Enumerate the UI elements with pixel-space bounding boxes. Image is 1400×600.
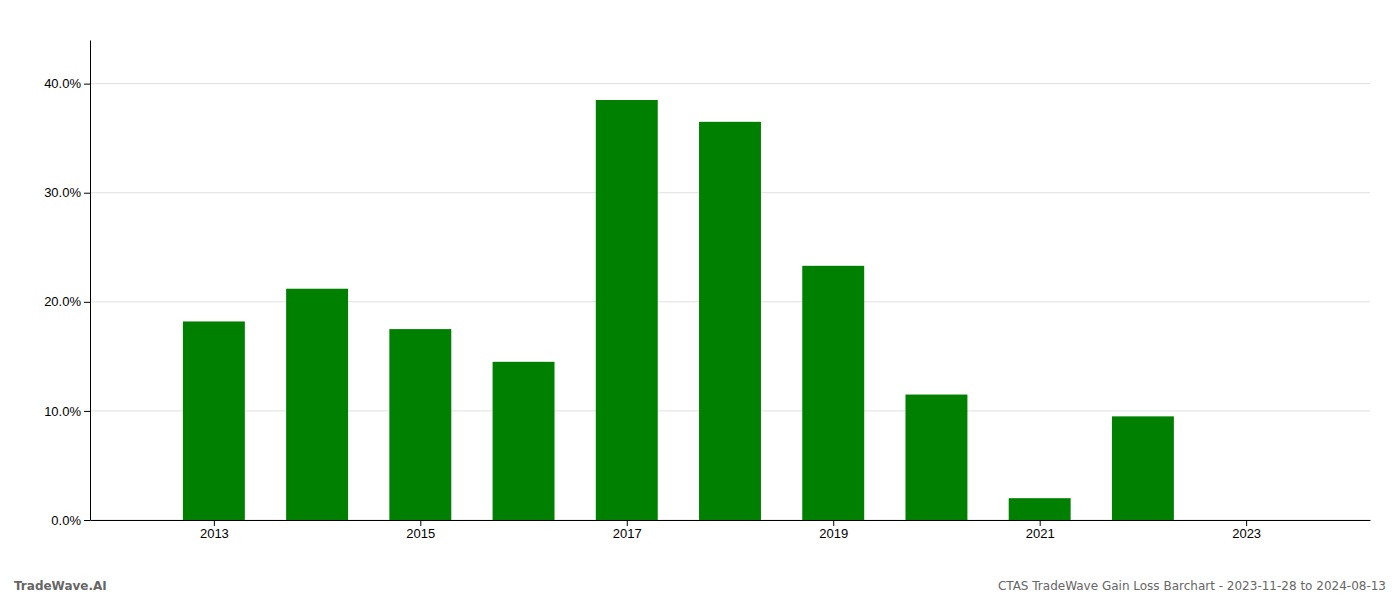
tick-label: 30.0% xyxy=(44,185,81,200)
tick-mark xyxy=(420,520,421,526)
tick: 20.0% xyxy=(44,294,90,309)
bar xyxy=(493,362,555,520)
tick: 2021 xyxy=(1026,520,1055,541)
tick-label: 20.0% xyxy=(44,294,81,309)
tick-label: 0.0% xyxy=(51,513,81,528)
y-axis: 0.0% 10.0% 20.0% 30.0% 40.0% xyxy=(44,41,90,528)
plot-area: 0.0% 10.0% 20.0% 30.0% 40.0% 2013 2015 2017 2019… xyxy=(44,41,1370,542)
tick-label: 40.0% xyxy=(44,76,81,91)
tick-mark xyxy=(84,520,90,521)
tick-label: 10.0% xyxy=(44,404,81,419)
annotation: TradeWave.AI xyxy=(14,579,107,593)
annotations: TradeWave.AI CTAS TradeWave Gain Loss Bar… xyxy=(14,579,1386,593)
tick-mark xyxy=(84,84,90,85)
tick-label: 2021 xyxy=(1026,526,1055,541)
x-axis: 2013 2015 2017 2019 2021 2023 xyxy=(91,520,1371,541)
tick: 0.0% xyxy=(51,513,90,528)
bars xyxy=(183,100,1174,520)
tick-mark xyxy=(84,193,90,194)
tick: 2017 xyxy=(613,520,642,541)
tick-label: 2023 xyxy=(1232,526,1261,541)
tick-mark xyxy=(84,302,90,303)
tick-mark xyxy=(214,520,215,526)
bar xyxy=(905,395,967,520)
chart: 0.0% 10.0% 20.0% 30.0% 40.0% 2013 2015 2017 2019… xyxy=(0,0,1400,600)
tick-mark xyxy=(1040,520,1041,526)
grid-line xyxy=(90,83,1370,84)
tick-label: 2015 xyxy=(406,526,435,541)
annotation: CTAS TradeWave Gain Loss Barchart - 2023… xyxy=(998,579,1386,593)
tick-mark xyxy=(84,411,90,412)
grid xyxy=(90,84,1370,520)
bar xyxy=(183,321,245,520)
tick: 2015 xyxy=(406,520,435,541)
bar xyxy=(802,266,864,520)
tick-mark xyxy=(833,520,834,526)
tick-label: 2013 xyxy=(200,526,229,541)
tick: 2023 xyxy=(1232,520,1261,541)
bar xyxy=(596,100,658,520)
tick: 2013 xyxy=(200,520,229,541)
bar xyxy=(286,289,348,520)
bar xyxy=(1009,498,1071,520)
bar xyxy=(389,329,451,520)
tick-mark xyxy=(627,520,628,526)
tick: 2019 xyxy=(819,520,848,541)
axis-line xyxy=(90,41,91,521)
bar xyxy=(699,122,761,520)
tick-label: 2019 xyxy=(819,526,848,541)
tick-label: 2017 xyxy=(613,526,642,541)
tick: 10.0% xyxy=(44,404,90,419)
axis-line xyxy=(91,520,1371,521)
bar xyxy=(1112,416,1174,520)
tick: 40.0% xyxy=(44,76,90,91)
tick-mark xyxy=(1246,520,1247,526)
tick: 30.0% xyxy=(44,185,90,200)
